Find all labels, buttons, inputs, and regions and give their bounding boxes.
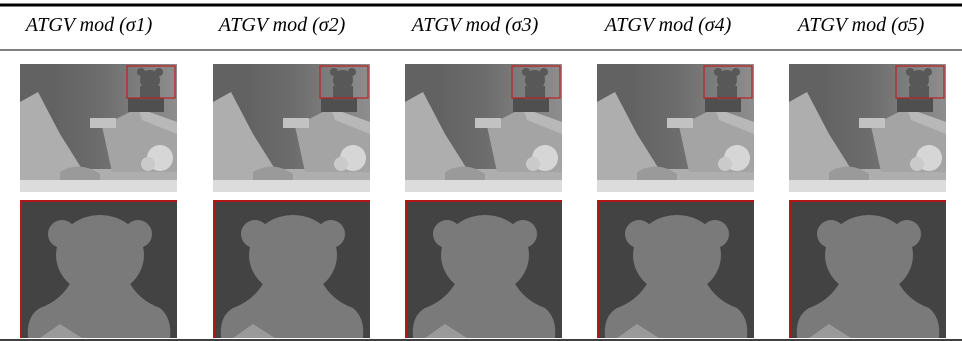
depth-image [597,64,754,192]
depth-image [405,64,562,192]
depth-image [20,64,177,192]
column-header: ATGV mod (σ4) [572,14,764,37]
figure-graphics [0,0,962,341]
column-header: ATGV mod (σ1) [0,14,185,37]
column-header: ATGV mod (σ3) [379,14,571,37]
depth-image [789,64,946,192]
zoom-image [789,200,946,338]
column-header: ATGV mod (σ5) [765,14,957,37]
depth-image [213,64,370,192]
zoom-image [405,200,562,338]
column-header: ATGV mod (σ2) [186,14,378,37]
zoom-image [597,200,754,338]
figure: ATGV mod (σ1) ATGV mod (σ2) ATGV mod (σ3… [0,0,962,341]
zoom-image [213,200,370,338]
zoom-image [20,200,177,338]
